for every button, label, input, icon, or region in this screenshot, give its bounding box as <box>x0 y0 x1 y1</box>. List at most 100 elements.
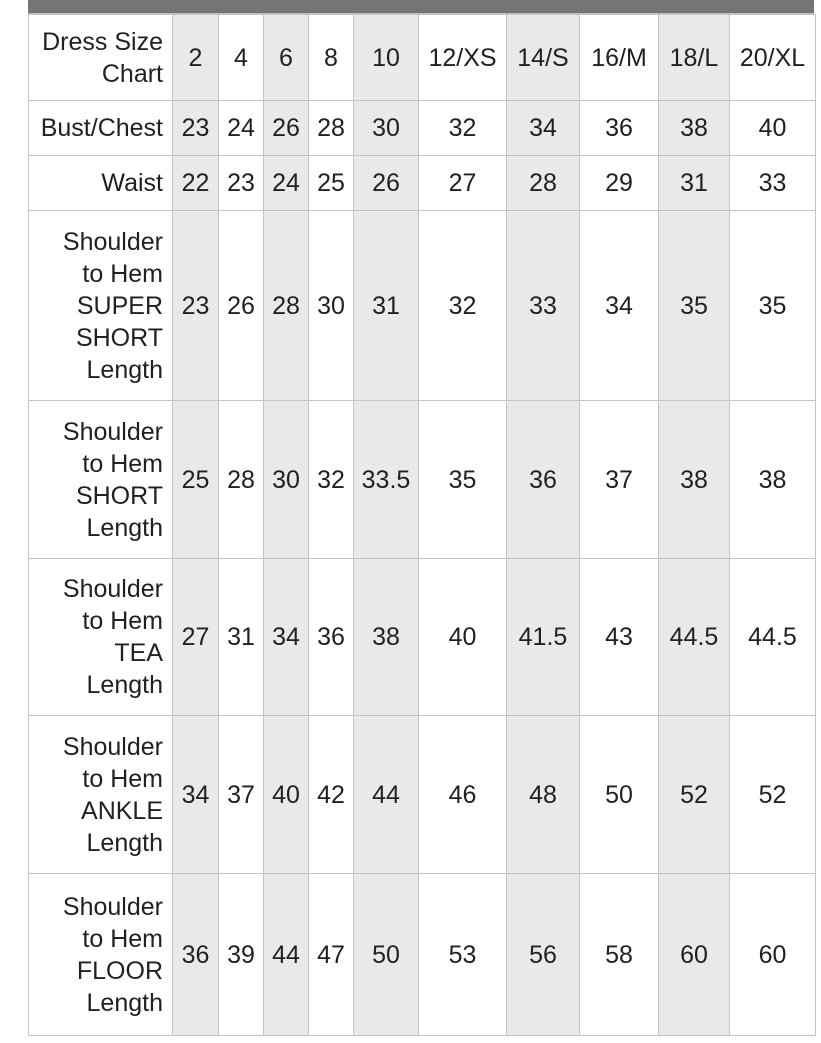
measurement-value-cell: 28 <box>218 400 264 559</box>
measurement-value-cell: 37 <box>579 400 659 559</box>
measurement-value-cell: 44.5 <box>658 558 730 716</box>
table-body: Bust/Chest 23 24 26 28 30 32 34 36 38 40 Waist 22 23 2… <box>28 100 816 1036</box>
measurement-value-cell: 23 <box>172 100 219 156</box>
measurement-value-cell: 33 <box>506 210 580 401</box>
measurement-value-cell: 25 <box>308 155 354 211</box>
measurement-value-cell: 38 <box>658 400 730 559</box>
table-row: Waist 22 23 24 25 26 27 28 29 31 33 <box>28 155 816 211</box>
top-bar <box>28 0 814 14</box>
measurement-value-cell: 58 <box>579 873 659 1036</box>
measurement-value-cell: 27 <box>172 558 219 716</box>
table-row: Shoulder to Hem ANKLE Length 34 37 40 42 44 46… <box>28 715 816 874</box>
measurement-value-cell: 34 <box>263 558 309 716</box>
measurement-value-cell: 50 <box>579 715 659 874</box>
measurement-value-cell: 28 <box>308 100 354 156</box>
measurement-value-cell: 44 <box>353 715 419 874</box>
table-corner-title: Dress Size Chart <box>28 14 173 101</box>
measurement-value-cell: 41.5 <box>506 558 580 716</box>
size-column-header: 6 <box>263 14 309 101</box>
measurement-value-cell: 23 <box>218 155 264 211</box>
measurement-value-cell: 24 <box>218 100 264 156</box>
measurement-value-cell: 32 <box>308 400 354 559</box>
measurement-value-cell: 33.5 <box>353 400 419 559</box>
size-column-header: 2 <box>172 14 219 101</box>
header-row: Dress Size Chart 2 4 6 8 10 12/XS 14/S 16/M 18/L 2… <box>28 14 816 101</box>
measurement-value-cell: 24 <box>263 155 309 211</box>
size-column-header: 10 <box>353 14 419 101</box>
measurement-value-cell: 31 <box>658 155 730 211</box>
dress-size-chart-table: Dress Size Chart 2 4 6 8 10 12/XS 14/S 16/M 18/L 2… <box>28 14 816 1036</box>
measurement-value-cell: 38 <box>729 400 816 559</box>
size-column-header: 12/XS <box>418 14 507 101</box>
measurement-value-cell: 35 <box>729 210 816 401</box>
table-row: Shoulder to Hem TEA Length 27 31 34 36 38 40 41… <box>28 558 816 716</box>
measurement-value-cell: 40 <box>418 558 507 716</box>
measurement-value-cell: 43 <box>579 558 659 716</box>
measurement-value-cell: 50 <box>353 873 419 1036</box>
measurement-value-cell: 29 <box>579 155 659 211</box>
measurement-value-cell: 35 <box>418 400 507 559</box>
measurement-row-label: Waist <box>28 155 173 211</box>
measurement-value-cell: 23 <box>172 210 219 401</box>
measurement-value-cell: 25 <box>172 400 219 559</box>
measurement-value-cell: 26 <box>263 100 309 156</box>
measurement-value-cell: 28 <box>506 155 580 211</box>
measurement-row-label: Shoulder to Hem FLOOR Length <box>28 873 173 1036</box>
measurement-value-cell: 42 <box>308 715 354 874</box>
measurement-value-cell: 36 <box>579 100 659 156</box>
measurement-value-cell: 28 <box>263 210 309 401</box>
measurement-value-cell: 30 <box>263 400 309 559</box>
measurement-row-label: Shoulder to Hem SHORT Length <box>28 400 173 559</box>
table-row: Shoulder to Hem SUPER SHORT Length 23 26 28… <box>28 210 816 401</box>
measurement-row-label: Shoulder to Hem ANKLE Length <box>28 715 173 874</box>
measurement-value-cell: 44 <box>263 873 309 1036</box>
measurement-row-label: Bust/Chest <box>28 100 173 156</box>
measurement-value-cell: 44.5 <box>729 558 816 716</box>
measurement-value-cell: 34 <box>506 100 580 156</box>
measurement-value-cell: 38 <box>658 100 730 156</box>
measurement-value-cell: 26 <box>353 155 419 211</box>
measurement-value-cell: 40 <box>729 100 816 156</box>
measurement-value-cell: 22 <box>172 155 219 211</box>
measurement-value-cell: 52 <box>658 715 730 874</box>
measurement-value-cell: 30 <box>353 100 419 156</box>
measurement-value-cell: 46 <box>418 715 507 874</box>
measurement-value-cell: 39 <box>218 873 264 1036</box>
size-column-header: 16/M <box>579 14 659 101</box>
measurement-value-cell: 34 <box>172 715 219 874</box>
table-row: Bust/Chest 23 24 26 28 30 32 34 36 38 40 <box>28 100 816 156</box>
size-column-header: 14/S <box>506 14 580 101</box>
measurement-value-cell: 48 <box>506 715 580 874</box>
measurement-value-cell: 37 <box>218 715 264 874</box>
measurement-value-cell: 33 <box>729 155 816 211</box>
table-header: Dress Size Chart 2 4 6 8 10 12/XS 14/S 16/M 18/L 2… <box>28 14 816 101</box>
measurement-value-cell: 27 <box>418 155 507 211</box>
measurement-row-label: Shoulder to Hem TEA Length <box>28 558 173 716</box>
table-row: Shoulder to Hem SHORT Length 25 28 30 32 33.5… <box>28 400 816 559</box>
size-column-header: 8 <box>308 14 354 101</box>
measurement-value-cell: 31 <box>353 210 419 401</box>
measurement-value-cell: 32 <box>418 210 507 401</box>
measurement-value-cell: 52 <box>729 715 816 874</box>
measurement-value-cell: 47 <box>308 873 354 1036</box>
measurement-value-cell: 34 <box>579 210 659 401</box>
measurement-value-cell: 40 <box>263 715 309 874</box>
measurement-value-cell: 60 <box>729 873 816 1036</box>
measurement-value-cell: 53 <box>418 873 507 1036</box>
measurement-value-cell: 26 <box>218 210 264 401</box>
table-row: Shoulder to Hem FLOOR Length 36 39 44 47 50 53… <box>28 873 816 1036</box>
size-column-header: 4 <box>218 14 264 101</box>
measurement-value-cell: 36 <box>172 873 219 1036</box>
measurement-value-cell: 32 <box>418 100 507 156</box>
measurement-value-cell: 56 <box>506 873 580 1036</box>
measurement-row-label: Shoulder to Hem SUPER SHORT Length <box>28 210 173 401</box>
measurement-value-cell: 35 <box>658 210 730 401</box>
measurement-value-cell: 60 <box>658 873 730 1036</box>
measurement-value-cell: 30 <box>308 210 354 401</box>
size-column-header: 18/L <box>658 14 730 101</box>
measurement-value-cell: 36 <box>308 558 354 716</box>
measurement-value-cell: 31 <box>218 558 264 716</box>
size-column-header: 20/XL <box>729 14 816 101</box>
measurement-value-cell: 36 <box>506 400 580 559</box>
